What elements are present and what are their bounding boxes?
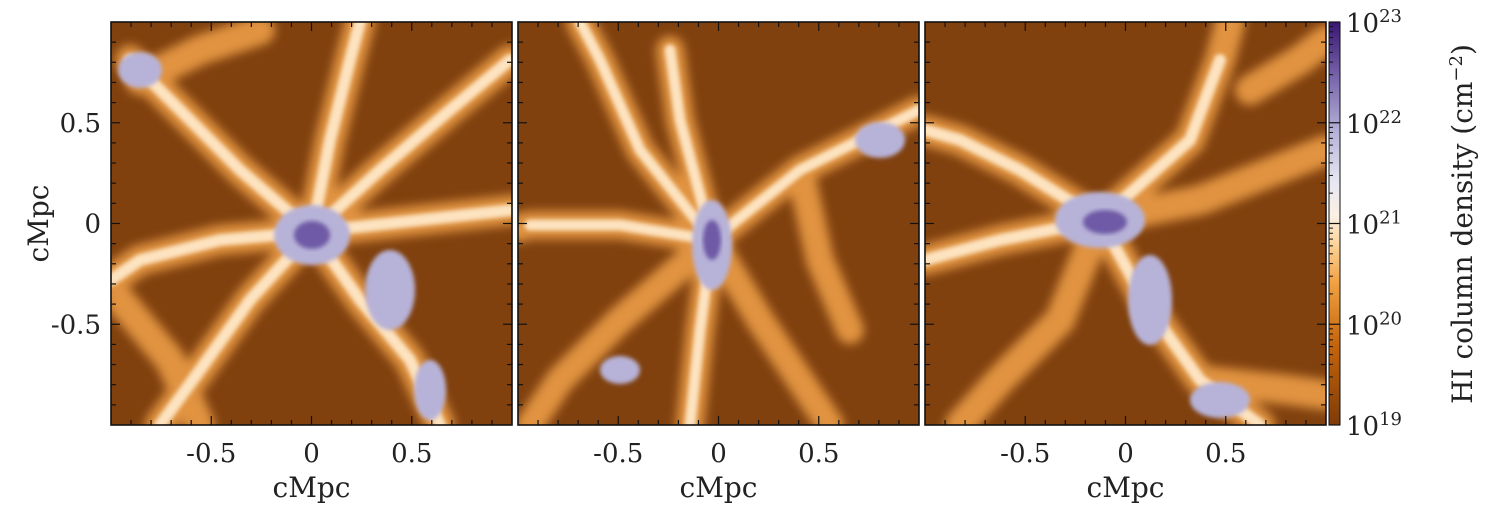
- colorbar-tick-label: 1022: [1346, 106, 1402, 140]
- colorbar-tick-label: 1019: [1346, 409, 1402, 443]
- colorbar-tick-label: 1020: [1346, 308, 1402, 342]
- panel-1-y-tick-label: 0: [84, 210, 101, 240]
- panel-3-x-tick-label: 0.5: [1205, 439, 1246, 469]
- panel-1-density-map: [111, 22, 512, 425]
- panel-3-density-map: [925, 22, 1326, 425]
- panel-1-y-tick-label: -0.5: [51, 310, 101, 340]
- panel-3-x-tick-label: 0: [1117, 439, 1134, 469]
- axis-ticks: [111, 22, 1326, 425]
- panel-1-x-tick-label: 0: [303, 439, 320, 469]
- colorbar-tick-label: 1023: [1346, 6, 1402, 40]
- colorbar-tick-label: 1021: [1346, 207, 1402, 241]
- panel-2-x-tick-label: -0.5: [593, 439, 643, 469]
- panel-1-x-tick-label: 0.5: [391, 439, 432, 469]
- panel-1-x-axis-label: cMpc: [273, 471, 351, 504]
- colorbar: 1023 1022 1021 1020 1019 HI column density (…: [1328, 6, 1480, 443]
- panel-2-x-axis-label: cMpc: [680, 471, 758, 504]
- panel-1-x-tick-label: -0.5: [186, 439, 236, 469]
- panel-2-density-map: [518, 22, 919, 425]
- panel-2-x-tick-label: 0: [710, 439, 727, 469]
- panel-3: [924, 21, 1327, 426]
- panel-3-x-tick-label: -0.5: [1000, 439, 1050, 469]
- colorbar-label: HI column density (cm−2): [1446, 44, 1480, 404]
- panel-3-x-axis-label: cMpc: [1087, 471, 1165, 504]
- colorbar-label-exponent: −2: [1446, 55, 1467, 82]
- panel-1-y-axis-label: cMpc: [22, 185, 55, 263]
- colorbar-ticks: 1023 1022 1021 1020 1019: [1329, 6, 1402, 443]
- axis-labels: -0.5 0 0.5 0.5 0 -0.5 cMpc cMpc -0.5 0 0.5 cMpc -0.5…: [22, 109, 1246, 504]
- panel-1-y-tick-label: 0.5: [60, 109, 101, 139]
- panel-2: [517, 21, 920, 426]
- panel-1: [110, 21, 513, 426]
- colorbar-label-main: HI column density (cm: [1446, 82, 1479, 404]
- colorbar-label-end: ): [1446, 44, 1479, 55]
- panel-2-x-tick-label: 0.5: [798, 439, 839, 469]
